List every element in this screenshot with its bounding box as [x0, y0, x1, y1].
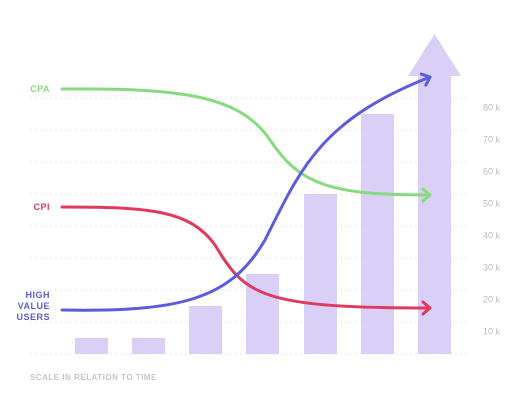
- y-tick-label: 10 k: [483, 326, 501, 336]
- y-tick-label: 40 k: [483, 230, 501, 240]
- trend-label: HIGH VALUE USERS: [16, 290, 50, 322]
- y-tick-label: 30 k: [483, 262, 501, 272]
- trend-label: CPI: [33, 202, 50, 212]
- bar: [189, 306, 222, 354]
- trend-label: CPA: [30, 84, 50, 94]
- bar: [304, 194, 337, 354]
- bar: [361, 114, 394, 354]
- y-tick-label: 20 k: [483, 294, 501, 304]
- trend-line: [60, 75, 432, 312]
- y-tick-label: 70 k: [483, 134, 501, 144]
- arrow-bar: [408, 34, 461, 354]
- y-tick-label: 80 k: [483, 102, 501, 112]
- arrowhead: [421, 300, 432, 316]
- y-tick-label: 50 k: [483, 198, 501, 208]
- arrowhead: [419, 72, 432, 87]
- arrowhead: [421, 187, 432, 203]
- trend-line: [60, 87, 432, 197]
- bar: [132, 338, 165, 354]
- bar: [75, 338, 108, 354]
- x-axis-label: SCALE IN RELATION TO TIME: [30, 373, 157, 382]
- y-tick-label: 60 k: [483, 166, 501, 176]
- trend-line: [60, 205, 432, 310]
